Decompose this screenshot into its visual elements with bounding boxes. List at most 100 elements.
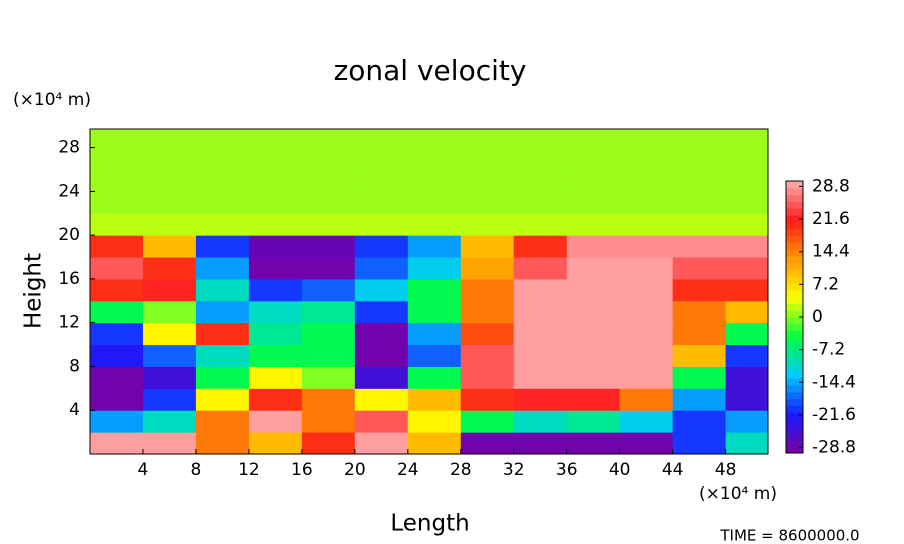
cell	[460, 344, 515, 367]
cell	[301, 257, 356, 280]
y-unit: (×10⁴ m)	[13, 90, 91, 110]
cell	[354, 257, 409, 280]
colorbar-band	[786, 208, 803, 216]
cell	[248, 147, 303, 170]
y-tick-label: 4	[69, 400, 80, 420]
cell	[301, 235, 356, 258]
colorbar-band	[786, 357, 803, 366]
cell	[460, 129, 515, 149]
cell	[460, 147, 515, 170]
cell	[354, 235, 409, 258]
cell	[248, 388, 303, 411]
cell	[619, 278, 674, 302]
cell	[513, 432, 568, 454]
cell	[566, 257, 621, 280]
cell	[566, 410, 621, 433]
cell	[566, 388, 621, 411]
cell	[672, 322, 727, 346]
cell	[301, 344, 356, 367]
colorbar-band	[786, 221, 803, 230]
cell	[619, 322, 674, 346]
cell	[142, 388, 197, 411]
cell	[354, 191, 409, 214]
cell	[90, 129, 144, 149]
colorbar-band	[786, 201, 803, 209]
cell	[90, 213, 144, 236]
cell	[725, 344, 768, 367]
colorbar-band	[786, 391, 803, 400]
cell	[90, 432, 144, 454]
colorbar-band	[786, 419, 803, 427]
cell	[566, 147, 621, 170]
cell	[354, 344, 409, 367]
cell	[407, 147, 462, 170]
cell	[354, 366, 409, 389]
colorbar-band	[786, 269, 803, 277]
cell	[725, 366, 768, 389]
cell	[195, 169, 250, 192]
cell	[407, 322, 462, 346]
cell	[195, 213, 250, 236]
cell	[566, 366, 621, 389]
cell	[354, 432, 409, 454]
cell	[248, 410, 303, 433]
cell	[301, 191, 356, 214]
cell	[90, 410, 144, 433]
cell	[460, 278, 515, 302]
cell	[460, 300, 515, 324]
cell	[142, 169, 197, 192]
cell	[672, 344, 727, 367]
cell	[90, 300, 144, 324]
colorbar-tick-label: 7.2	[812, 274, 839, 294]
colorbar-band	[786, 228, 803, 236]
cell	[460, 191, 515, 214]
plot-frame	[89, 128, 769, 455]
cell	[566, 129, 621, 149]
cell	[566, 213, 621, 236]
cell	[407, 366, 462, 389]
cell	[195, 388, 250, 411]
cell	[407, 410, 462, 433]
cell	[248, 235, 303, 258]
cell	[354, 300, 409, 324]
colorbar-band	[786, 344, 803, 352]
cell	[407, 257, 462, 280]
cell	[301, 300, 356, 324]
colorbar-band	[786, 303, 803, 311]
cell	[354, 322, 409, 346]
cell	[142, 278, 197, 302]
x-unit: (×10⁴ m)	[699, 484, 777, 504]
cell	[195, 322, 250, 346]
y-tick-label: 12	[58, 313, 80, 333]
cell	[513, 388, 568, 411]
cell	[672, 257, 727, 280]
cell	[513, 213, 568, 236]
cell	[566, 278, 621, 302]
cell	[566, 432, 621, 454]
cell	[195, 278, 250, 302]
cell	[142, 300, 197, 324]
cell	[407, 213, 462, 236]
cell	[460, 257, 515, 280]
colorbar-band	[786, 296, 803, 304]
cell	[619, 191, 674, 214]
cell	[301, 147, 356, 170]
cell	[248, 344, 303, 367]
cell	[248, 169, 303, 192]
colorbar-tick-label: 28.8	[812, 176, 850, 196]
y-tick-label: 20	[58, 225, 80, 245]
y-axis-label: Height	[21, 253, 47, 329]
cell	[90, 278, 144, 302]
cell	[672, 300, 727, 324]
cell	[725, 322, 768, 346]
cell	[90, 322, 144, 346]
cell	[90, 344, 144, 367]
cell	[142, 344, 197, 367]
cell	[725, 213, 768, 236]
colorbar-tick-label: -7.2	[812, 340, 845, 360]
cell	[407, 169, 462, 192]
cell	[301, 322, 356, 346]
cell	[513, 235, 568, 258]
colorbar-band	[786, 351, 803, 359]
